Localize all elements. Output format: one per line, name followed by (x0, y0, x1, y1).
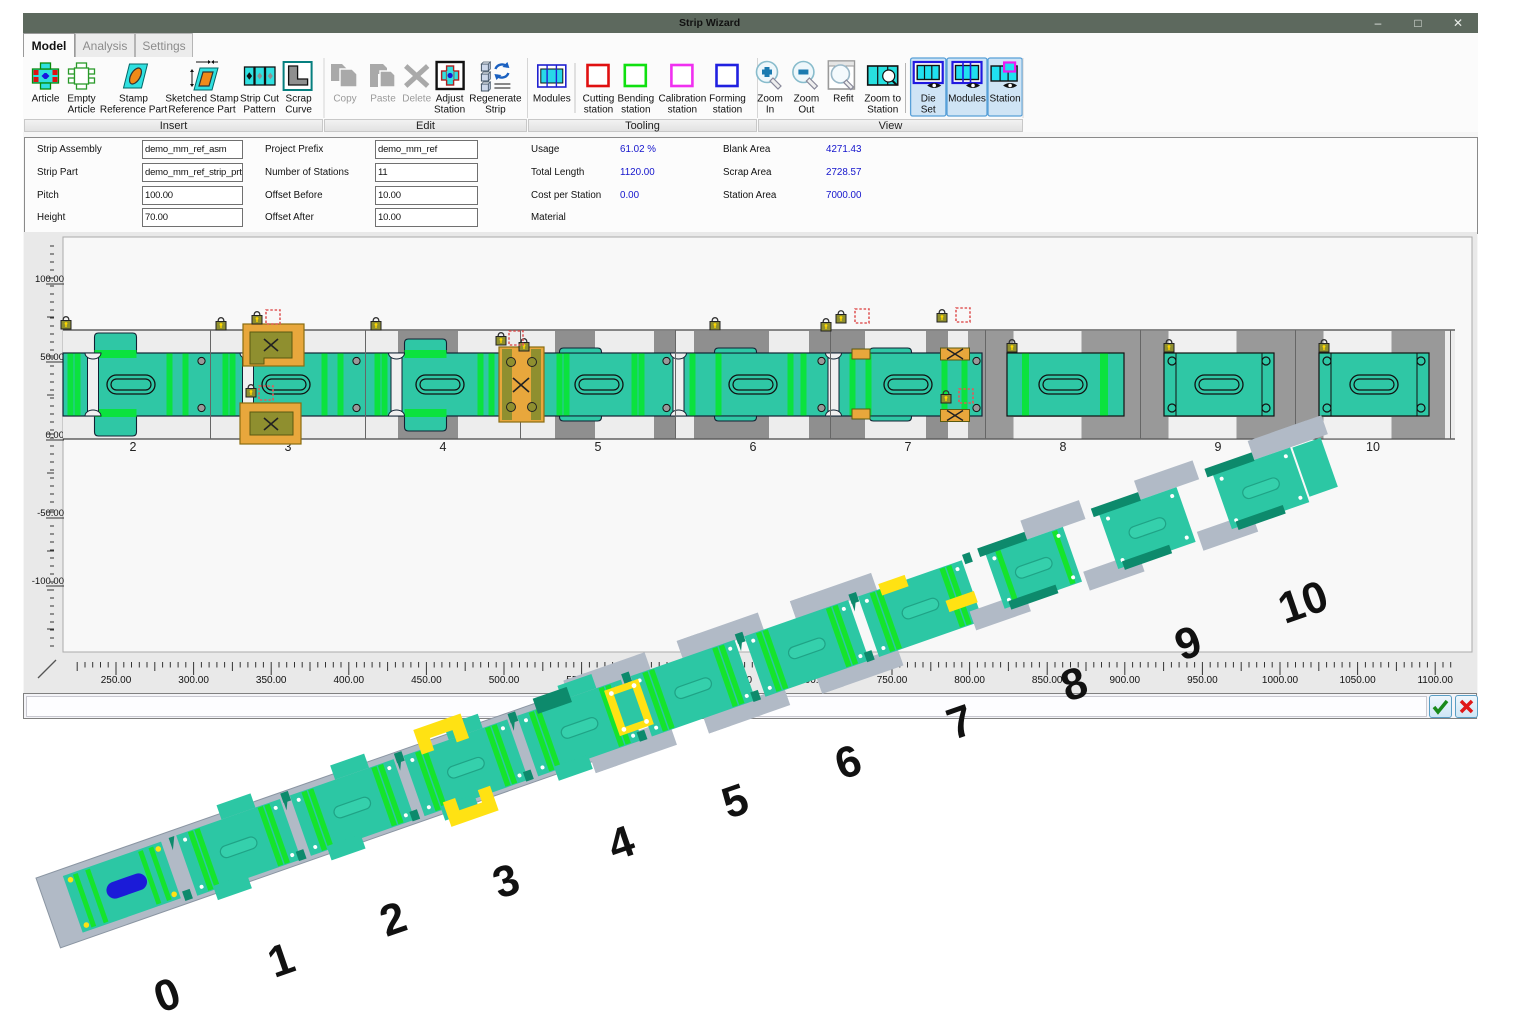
svg-text:700.00: 700.00 (799, 675, 830, 686)
svg-text:Die: Die (921, 94, 936, 105)
svg-text:In: In (766, 105, 774, 116)
svg-text:Adjust: Adjust (436, 94, 464, 105)
svg-text:Paste: Paste (370, 94, 396, 105)
svg-text:Stamp: Stamp (119, 94, 148, 105)
svg-text:Modules: Modules (533, 94, 571, 105)
svg-text:Refit: Refit (833, 94, 854, 105)
svg-text:650.00: 650.00 (722, 675, 753, 686)
svg-text:10: 10 (1366, 440, 1380, 454)
svg-text:500.00: 500.00 (489, 675, 520, 686)
svg-text:Modules: Modules (948, 94, 986, 105)
svg-text:3: 3 (487, 854, 526, 908)
svg-text:2: 2 (374, 892, 413, 946)
svg-text:Station: Station (434, 105, 465, 116)
svg-text:-100.00: -100.00 (32, 576, 64, 587)
svg-text:Strip: Strip (485, 105, 506, 116)
svg-text:7: 7 (905, 440, 912, 454)
svg-text:Empty: Empty (67, 94, 95, 105)
svg-text:Reference Part: Reference Part (100, 105, 167, 116)
svg-text:550.00: 550.00 (566, 675, 597, 686)
svg-text:Zoom: Zoom (794, 94, 820, 105)
svg-text:800.00: 800.00 (954, 675, 985, 686)
svg-text:Reference Part: Reference Part (168, 105, 235, 116)
svg-text:Zoom to: Zoom to (864, 94, 901, 105)
svg-text:300.00: 300.00 (178, 675, 209, 686)
svg-text:Delete: Delete (402, 94, 431, 105)
svg-text:Scrap: Scrap (286, 94, 313, 105)
svg-text:Bending: Bending (617, 94, 654, 105)
svg-text:350.00: 350.00 (256, 675, 287, 686)
svg-text:Station: Station (867, 105, 898, 116)
svg-text:4: 4 (440, 440, 447, 454)
svg-text:-50.00: -50.00 (37, 508, 64, 519)
svg-text:Strip Cut: Strip Cut (240, 94, 279, 105)
svg-text:1: 1 (262, 933, 301, 987)
svg-text:8: 8 (1060, 440, 1067, 454)
svg-text:Sketched Stamp: Sketched Stamp (165, 94, 239, 105)
svg-text:Out: Out (798, 105, 814, 116)
svg-text:Pattern: Pattern (243, 105, 275, 116)
svg-text:Copy: Copy (333, 94, 356, 105)
svg-text:900.00: 900.00 (1110, 675, 1141, 686)
svg-text:6: 6 (750, 440, 757, 454)
svg-text:Forming: Forming (709, 94, 746, 105)
svg-text:station: station (621, 105, 650, 116)
svg-text:450.00: 450.00 (411, 675, 442, 686)
svg-text:600.00: 600.00 (644, 675, 675, 686)
svg-text:Article: Article (32, 94, 60, 105)
svg-text:5: 5 (595, 440, 602, 454)
svg-text:5: 5 (716, 774, 755, 828)
svg-text:100.00: 100.00 (35, 274, 64, 285)
svg-text:Calibration: Calibration (658, 94, 706, 105)
svg-text:Set: Set (921, 105, 936, 116)
svg-text:Cutting: Cutting (583, 94, 615, 105)
svg-text:250.00: 250.00 (101, 675, 132, 686)
svg-text:Curve: Curve (285, 105, 312, 116)
svg-text:750.00: 750.00 (877, 675, 908, 686)
svg-text:Article: Article (68, 105, 96, 116)
svg-text:4: 4 (602, 816, 642, 870)
svg-text:3: 3 (285, 440, 292, 454)
svg-text:50.00: 50.00 (40, 352, 64, 363)
svg-text:0: 0 (148, 968, 187, 1022)
svg-text:6: 6 (829, 735, 868, 789)
svg-text:Zoom: Zoom (757, 94, 783, 105)
svg-text:1000.00: 1000.00 (1262, 675, 1299, 686)
svg-text:1050.00: 1050.00 (1340, 675, 1377, 686)
svg-text:station: station (713, 105, 742, 116)
svg-text:1100.00: 1100.00 (1417, 675, 1453, 686)
svg-text:Regenerate: Regenerate (469, 94, 522, 105)
svg-text:station: station (668, 105, 697, 116)
svg-text:950.00: 950.00 (1187, 675, 1218, 686)
svg-text:0.00: 0.00 (46, 430, 65, 441)
svg-text:Station: Station (990, 94, 1021, 105)
svg-text:850.00: 850.00 (1032, 675, 1063, 686)
svg-text:station: station (584, 105, 613, 116)
svg-text:2: 2 (130, 440, 137, 454)
svg-text:9: 9 (1215, 440, 1222, 454)
svg-text:400.00: 400.00 (334, 675, 365, 686)
